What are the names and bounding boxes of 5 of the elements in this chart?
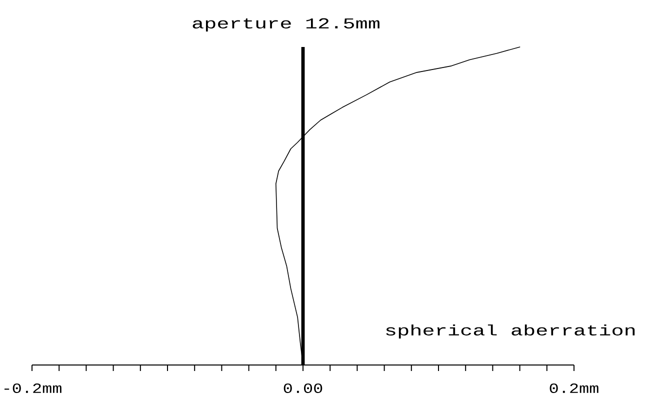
x-tick-label: 0.00 bbox=[284, 384, 322, 394]
x-tick-label: 0.2mm bbox=[550, 384, 598, 394]
x-tick-label: -0.2mm bbox=[4, 384, 62, 394]
y-axis-title: aperture 12.5mm bbox=[192, 18, 380, 32]
x-axis-title: spherical aberration bbox=[386, 324, 635, 338]
